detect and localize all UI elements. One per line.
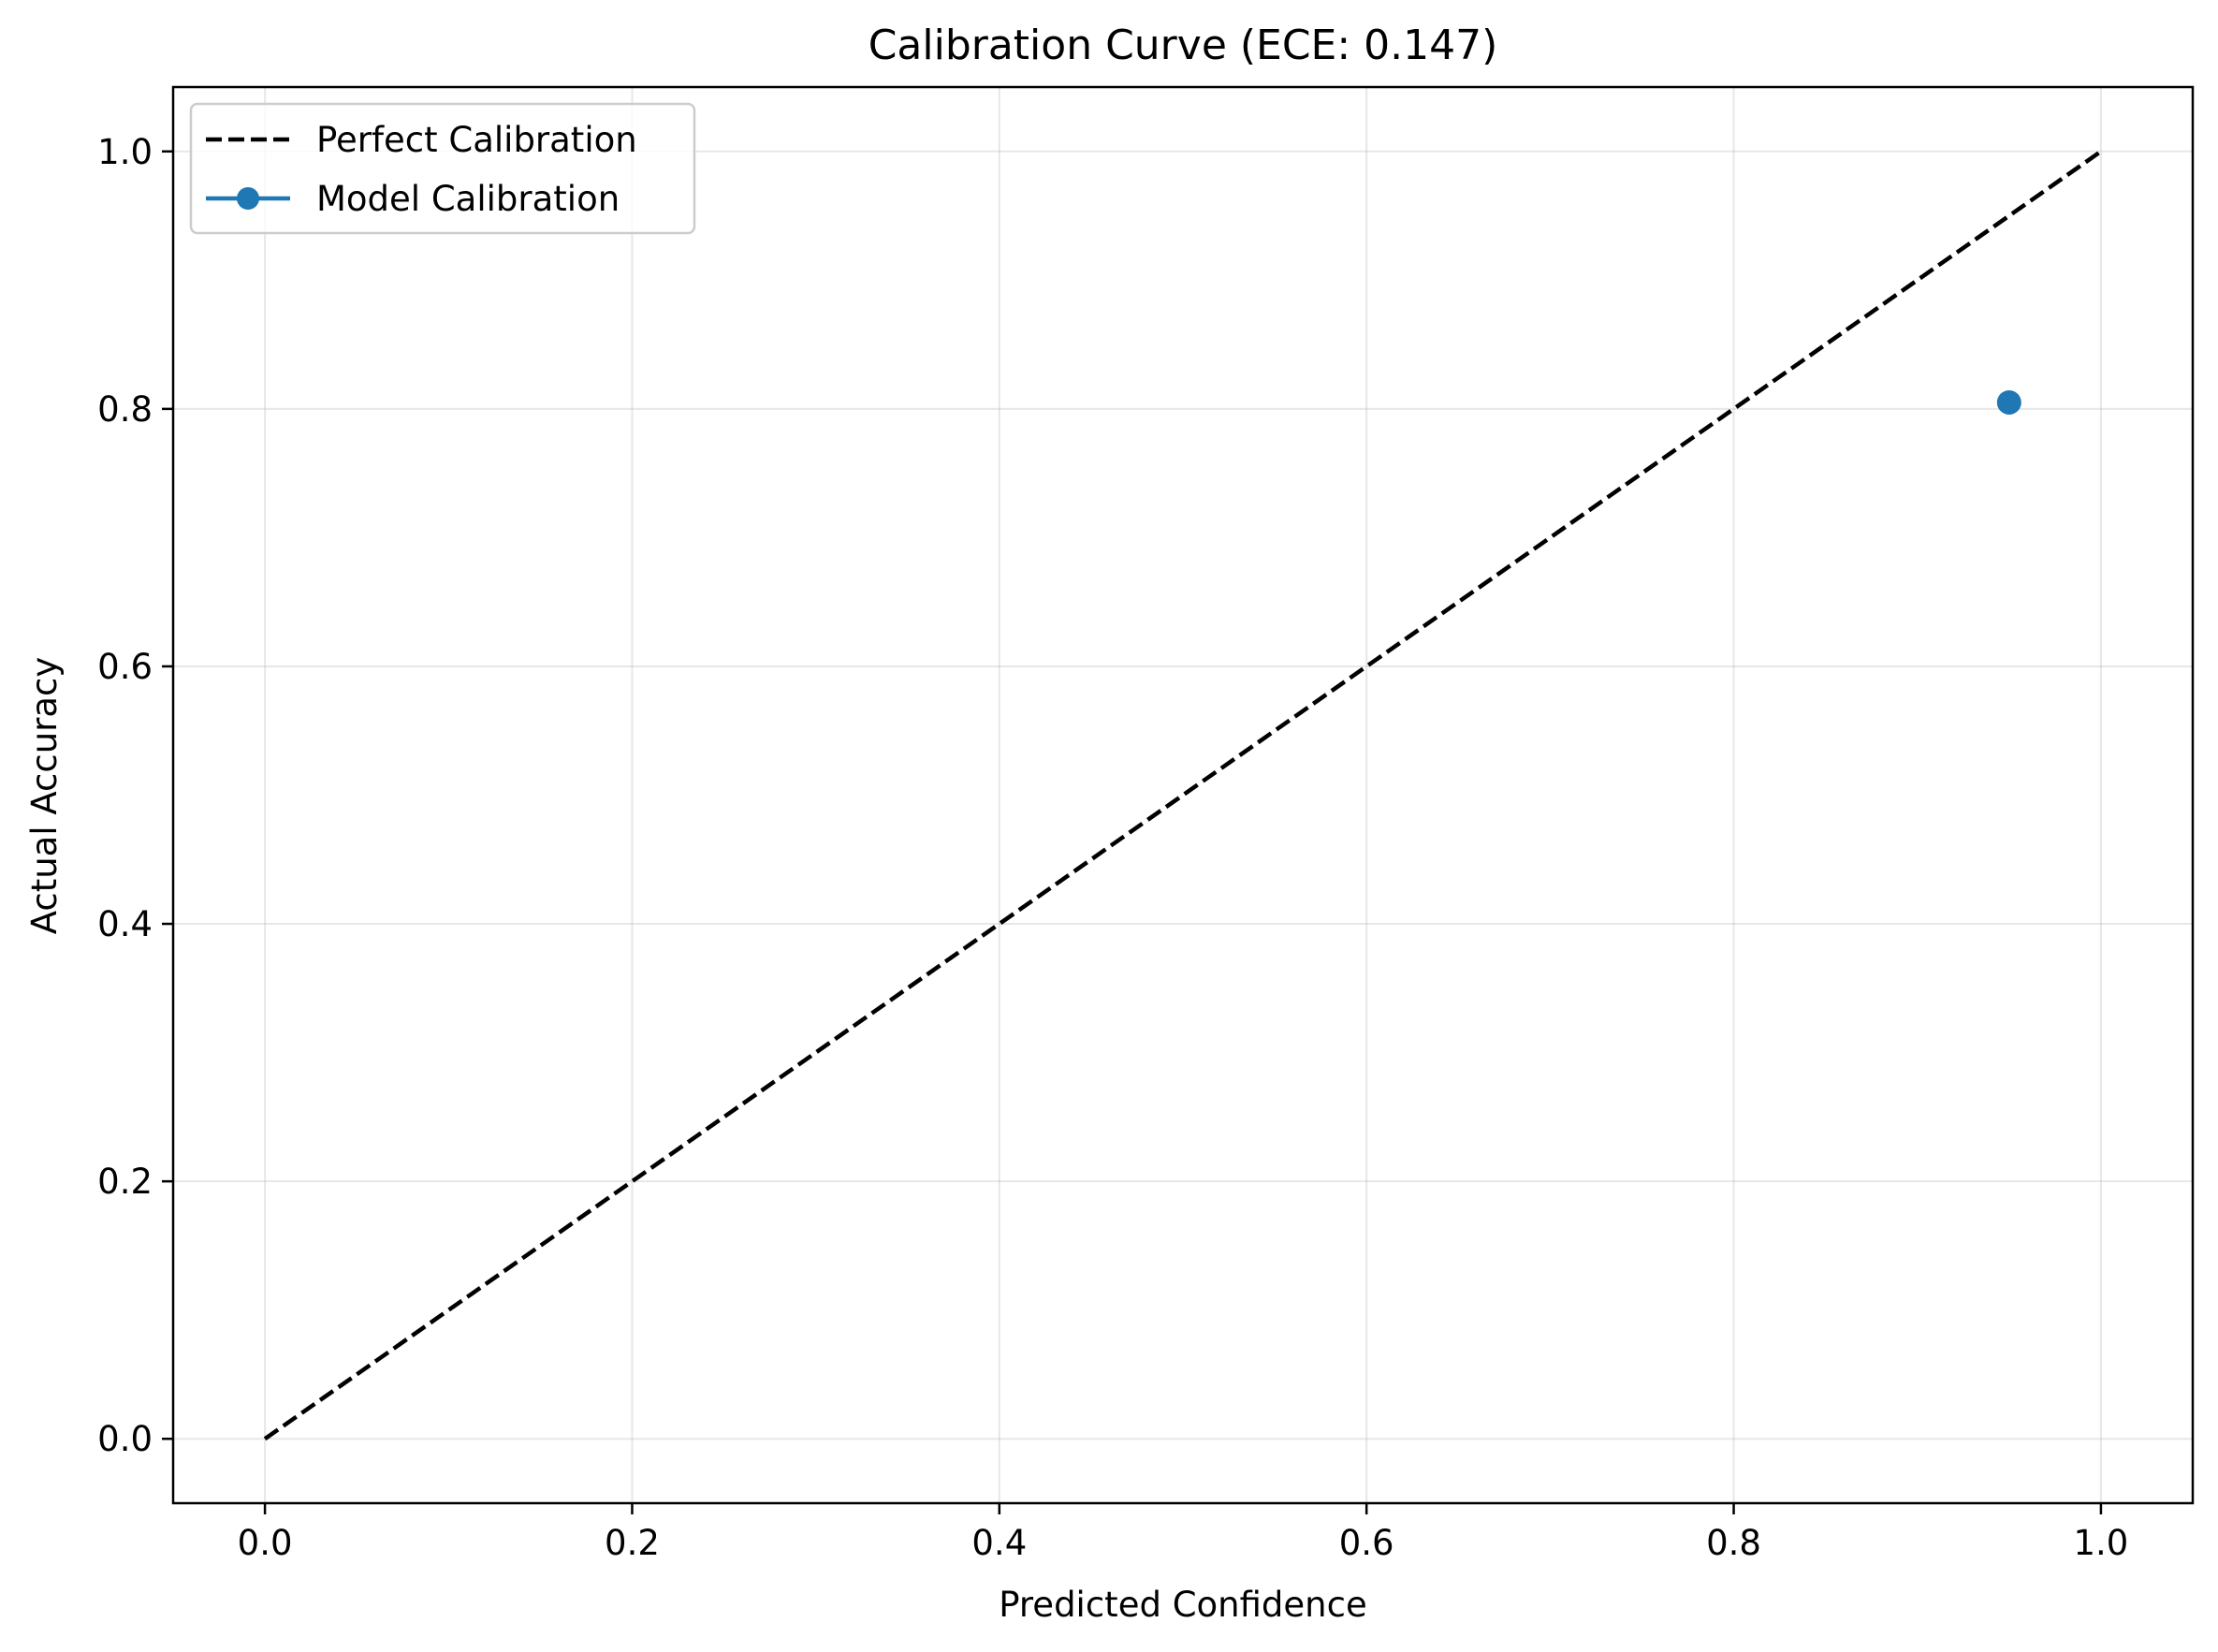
legend: Perfect Calibration Model Calibration (189, 102, 696, 235)
y-tick-label: 0.2 (97, 1162, 153, 1202)
x-tick-label: 0.2 (605, 1523, 660, 1563)
x-tick-label: 0.4 (971, 1523, 1027, 1563)
model-calibration-point (1996, 389, 2021, 415)
legend-model-calibration-marker-icon (237, 187, 259, 210)
y-tick-label: 0.8 (97, 389, 153, 430)
x-axis: 0.0 0.2 0.4 0.6 0.8 1.0 (238, 1503, 2128, 1563)
y-tick-label: 0.4 (97, 904, 153, 944)
x-tick-label: 0.8 (1706, 1523, 1761, 1563)
x-tick-label: 1.0 (2073, 1523, 2128, 1563)
y-tick-label: 1.0 (97, 132, 153, 172)
x-tick-label: 0.6 (1339, 1523, 1394, 1563)
legend-box (189, 102, 696, 235)
legend-model-calibration-label: Model Calibration (316, 179, 620, 219)
y-tick-label: 0.6 (97, 647, 153, 687)
y-axis-label: Actual Accuracy (24, 657, 65, 935)
plot-frame (171, 85, 2195, 1505)
legend-perfect-calibration-label: Perfect Calibration (316, 120, 637, 160)
y-tick-label: 0.0 (97, 1419, 153, 1459)
x-tick-label: 0.0 (238, 1523, 293, 1563)
perfect-calibration-line (263, 149, 2103, 1441)
x-axis-label: Predicted Confidence (999, 1585, 1367, 1625)
y-axis: 0.0 0.2 0.4 0.6 0.8 1.0 (97, 132, 173, 1459)
plot-series (263, 149, 2103, 1441)
chart-title: Calibration Curve (ECE: 0.147) (868, 22, 1498, 69)
